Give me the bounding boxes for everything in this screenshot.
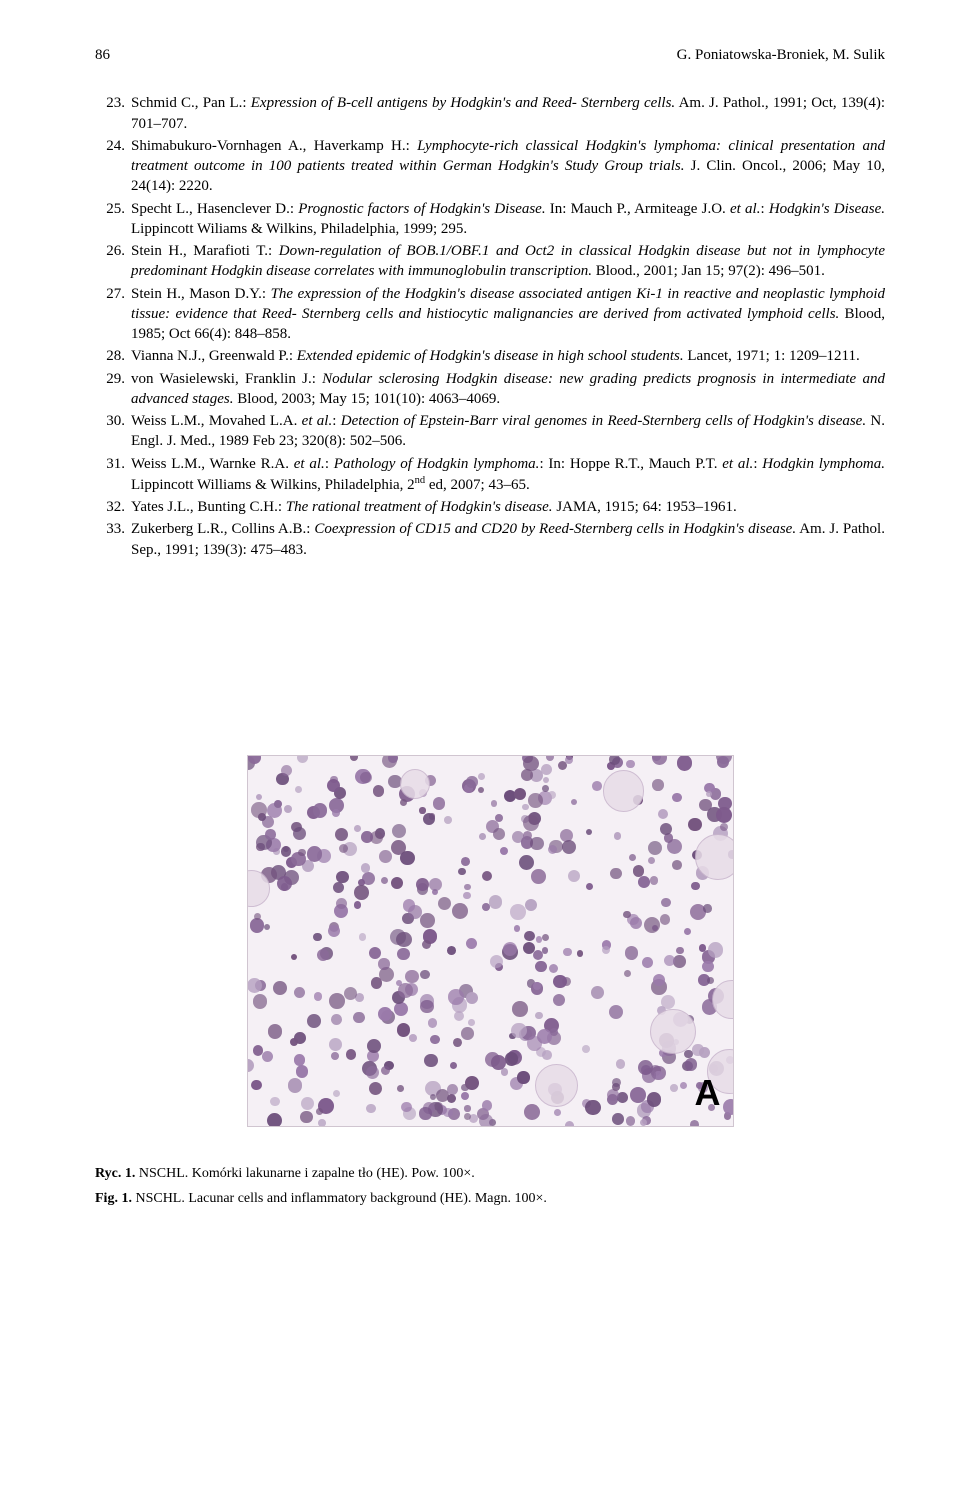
histology-image: A xyxy=(247,755,734,1127)
reference-number: 32. xyxy=(95,497,131,517)
reference-item: 23.Schmid C., Pan L.: Expression of B-ce… xyxy=(95,93,885,134)
reference-item: 27.Stein H., Mason D.Y.: The expression … xyxy=(95,284,885,345)
page-number: 86 xyxy=(95,45,110,65)
reference-text: Weiss L.M., Movahed L.A. et al.: Detecti… xyxy=(131,411,885,452)
reference-text: Zukerberg L.R., Collins A.B.: Coexpressi… xyxy=(131,519,885,560)
reference-text: Specht L., Hasenclever D.: Prognostic fa… xyxy=(131,199,885,240)
references-list: 23.Schmid C., Pan L.: Expression of B-ce… xyxy=(95,93,885,560)
reference-number: 25. xyxy=(95,199,131,240)
reference-item: 29.von Wasielewski, Franklin J.: Nodular… xyxy=(95,369,885,410)
caption-ryc-text: NSCHL. Komórki lakunarne i zapalne tło (… xyxy=(135,1166,474,1181)
page-header: 86 G. Poniatowska-Broniek, M. Sulik xyxy=(95,45,885,65)
reference-text: Stein H., Marafioti T.: Down-regulation … xyxy=(131,241,885,282)
caption-fig-label: Fig. 1. xyxy=(95,1191,132,1206)
reference-number: 26. xyxy=(95,241,131,282)
reference-text: Weiss L.M., Warnke R.A. et al.: Patholog… xyxy=(131,454,885,496)
reference-text: Shimabukuro-Vornhagen A., Haverkamp H.: … xyxy=(131,136,885,197)
reference-item: 33.Zukerberg L.R., Collins A.B.: Coexpre… xyxy=(95,519,885,560)
reference-item: 30.Weiss L.M., Movahed L.A. et al.: Dete… xyxy=(95,411,885,452)
figure-letter: A xyxy=(695,1069,721,1118)
reference-number: 31. xyxy=(95,454,131,496)
reference-item: 26.Stein H., Marafioti T.: Down-regulati… xyxy=(95,241,885,282)
reference-text: Vianna N.J., Greenwald P.: Extended epid… xyxy=(131,346,885,366)
reference-item: 25.Specht L., Hasenclever D.: Prognostic… xyxy=(95,199,885,240)
reference-number: 24. xyxy=(95,136,131,197)
caption-fig-text: NSCHL. Lacunar cells and inflammatory ba… xyxy=(132,1191,547,1206)
reference-text: Schmid C., Pan L.: Expression of B-cell … xyxy=(131,93,885,134)
figure-captions: Ryc. 1. NSCHL. Komórki lakunarne i zapal… xyxy=(95,1165,885,1209)
reference-text: Yates J.L., Bunting C.H.: The rational t… xyxy=(131,497,885,517)
reference-text: Stein H., Mason D.Y.: The expression of … xyxy=(131,284,885,345)
caption-ryc-label: Ryc. 1. xyxy=(95,1166,135,1181)
reference-number: 23. xyxy=(95,93,131,134)
reference-number: 33. xyxy=(95,519,131,560)
reference-number: 29. xyxy=(95,369,131,410)
figure-area: A xyxy=(95,755,885,1133)
reference-item: 32.Yates J.L., Bunting C.H.: The rationa… xyxy=(95,497,885,517)
reference-item: 31.Weiss L.M., Warnke R.A. et al.: Patho… xyxy=(95,454,885,496)
reference-number: 28. xyxy=(95,346,131,366)
reference-text: von Wasielewski, Franklin J.: Nodular sc… xyxy=(131,369,885,410)
reference-number: 30. xyxy=(95,411,131,452)
caption-fig: Fig. 1. NSCHL. Lacunar cells and inflamm… xyxy=(95,1190,885,1209)
reference-number: 27. xyxy=(95,284,131,345)
page: 86 G. Poniatowska-Broniek, M. Sulik 23.S… xyxy=(0,0,960,1511)
caption-ryc: Ryc. 1. NSCHL. Komórki lakunarne i zapal… xyxy=(95,1165,885,1184)
author-header: G. Poniatowska-Broniek, M. Sulik xyxy=(677,45,885,65)
reference-item: 24.Shimabukuro-Vornhagen A., Haverkamp H… xyxy=(95,136,885,197)
reference-item: 28.Vianna N.J., Greenwald P.: Extended e… xyxy=(95,346,885,366)
